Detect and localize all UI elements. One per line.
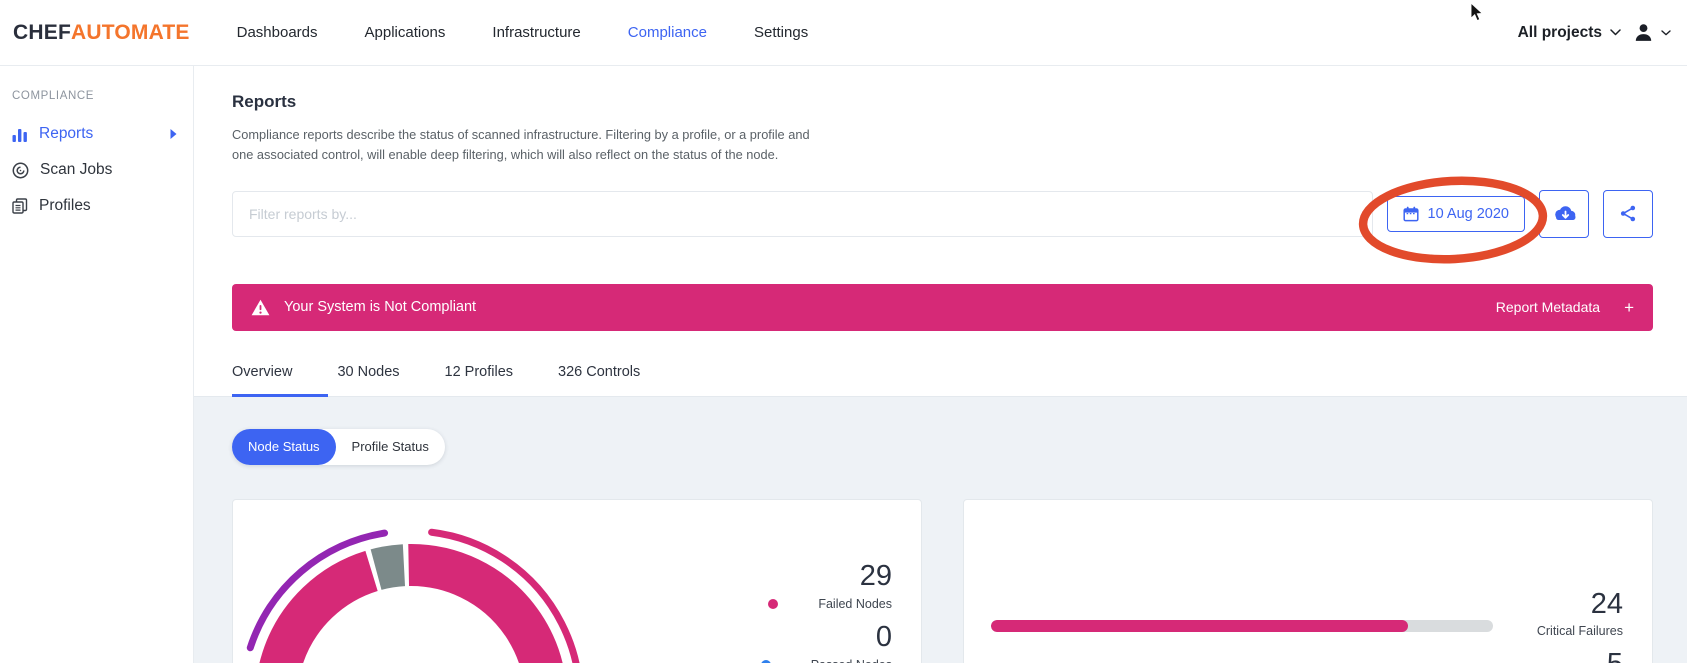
- overview-cards: 29 Failed Nodes 0 Passed Nodes: [232, 498, 1653, 663]
- share-icon: [1620, 205, 1636, 222]
- severity-bar-fill: [991, 619, 1408, 632]
- nav-dashboards[interactable]: Dashboards: [236, 24, 318, 41]
- page-title: Reports: [232, 92, 297, 111]
- header-right-controls: All projects: [1518, 23, 1671, 42]
- sidebar-section-label: COMPLIANCE: [12, 90, 95, 102]
- major-failures-row: 5: [964, 649, 1652, 663]
- nav-settings[interactable]: Settings: [754, 24, 809, 41]
- sidebar-item-label: Scan Jobs: [40, 161, 113, 178]
- date-button-wrap: 10 Aug 2020: [1358, 176, 1547, 264]
- failed-nodes-value: 29: [859, 559, 892, 592]
- date-picker-button[interactable]: 10 Aug 2020: [1386, 195, 1525, 232]
- passed-nodes-value: 0: [875, 620, 892, 653]
- projects-dropdown[interactable]: All projects: [1518, 24, 1621, 42]
- banner-message: Your System is Not Compliant: [284, 299, 477, 316]
- report-tabs: Overview 30 Nodes 12 Profiles 326 Contro…: [232, 363, 1653, 397]
- sidebar-item-label: Profiles: [39, 197, 91, 214]
- chef-automate-logo[interactable]: CHEFAUTOMATE: [13, 21, 190, 45]
- nav-compliance[interactable]: Compliance: [627, 24, 707, 41]
- download-report-button[interactable]: [1539, 189, 1589, 238]
- chevron-down-icon: [1610, 29, 1621, 36]
- status-toggle: Node Status Profile Status: [232, 428, 445, 465]
- not-compliant-banner: Your System is Not Compliant Report Meta…: [232, 283, 1653, 331]
- chevron-down-icon: [1661, 29, 1671, 36]
- documents-icon: [12, 198, 28, 214]
- node-status-card: 29 Failed Nodes 0 Passed Nodes: [232, 498, 922, 663]
- toggle-node-status[interactable]: Node Status: [232, 428, 336, 465]
- logo-automate-text: AUTOMATE: [70, 20, 190, 44]
- projects-dropdown-label: All projects: [1517, 23, 1602, 41]
- sidebar-item-reports[interactable]: Reports: [0, 116, 193, 152]
- page-description: Compliance reports describe the status o…: [232, 125, 1653, 165]
- toggle-profile-status[interactable]: Profile Status: [351, 438, 429, 454]
- node-status-legend: 29 Failed Nodes 0 Passed Nodes: [760, 559, 892, 663]
- failed-dot-icon: [768, 598, 779, 609]
- share-report-button[interactable]: [1603, 189, 1653, 238]
- nav-infrastructure[interactable]: Infrastructure: [492, 24, 581, 41]
- filter-toolbar: 10 Aug 2020: [232, 176, 1653, 264]
- cloud-download-icon: [1551, 204, 1578, 223]
- bar-chart-icon: [12, 127, 28, 142]
- user-menu[interactable]: [1633, 23, 1671, 42]
- logo-chef-text: CHEF: [13, 20, 71, 44]
- critical-failures-row: 24 Critical Failures: [964, 587, 1652, 638]
- page-description-line1: Compliance reports describe the status o…: [232, 127, 810, 142]
- tab-profiles[interactable]: 12 Profiles: [444, 363, 514, 380]
- critical-failures-bar: [991, 619, 1493, 632]
- report-metadata-label: Report Metadata: [1495, 299, 1601, 316]
- user-icon: [1633, 23, 1654, 42]
- radar-icon: [12, 162, 29, 179]
- report-metadata-toggle[interactable]: Report Metadata +: [1496, 299, 1634, 316]
- date-picker-label: 10 Aug 2020: [1427, 205, 1509, 222]
- sidebar-item-scan-jobs[interactable]: Scan Jobs: [0, 152, 193, 188]
- main-nav: Dashboards Applications Infrastructure C…: [237, 24, 809, 41]
- critical-failures-label: Critical Failures: [1536, 623, 1623, 638]
- failed-nodes-label: Failed Nodes: [818, 596, 892, 611]
- tab-overview[interactable]: Overview: [232, 364, 330, 397]
- reports-header-section: Reports Compliance reports describe the …: [194, 66, 1687, 397]
- tab-nodes[interactable]: 30 Nodes: [337, 363, 400, 380]
- severity-card: 24 Critical Failures 5: [963, 498, 1653, 663]
- nav-applications[interactable]: Applications: [364, 24, 446, 41]
- top-nav-bar: CHEFAUTOMATE Dashboards Applications Inf…: [0, 0, 1687, 66]
- passed-dot-icon: [760, 659, 771, 663]
- warning-icon: [251, 299, 270, 316]
- legend-item-failed: 29 Failed Nodes: [761, 559, 892, 611]
- node-status-donut: [246, 528, 580, 663]
- critical-failures-value: 24: [1590, 587, 1623, 620]
- sidebar: COMPLIANCE Reports Scan Jobs Profiles: [0, 66, 194, 663]
- overview-panel: Node Status Profile Status 29 Failed Nod…: [194, 396, 1687, 663]
- filter-reports-input[interactable]: [232, 190, 1373, 237]
- major-failures-value: 5: [1511, 649, 1623, 663]
- calendar-icon: [1402, 206, 1419, 222]
- sidebar-item-label: Reports: [39, 125, 94, 142]
- passed-nodes-label: Passed Nodes: [811, 658, 892, 663]
- tab-controls[interactable]: 326 Controls: [558, 363, 641, 380]
- page-description-line2: one associated control, will enable deep…: [232, 146, 779, 162]
- legend-item-passed: 0 Passed Nodes: [760, 620, 892, 663]
- sidebar-item-profiles[interactable]: Profiles: [0, 188, 193, 224]
- plus-icon: +: [1624, 297, 1634, 317]
- expand-arrow-icon[interactable]: [170, 129, 177, 140]
